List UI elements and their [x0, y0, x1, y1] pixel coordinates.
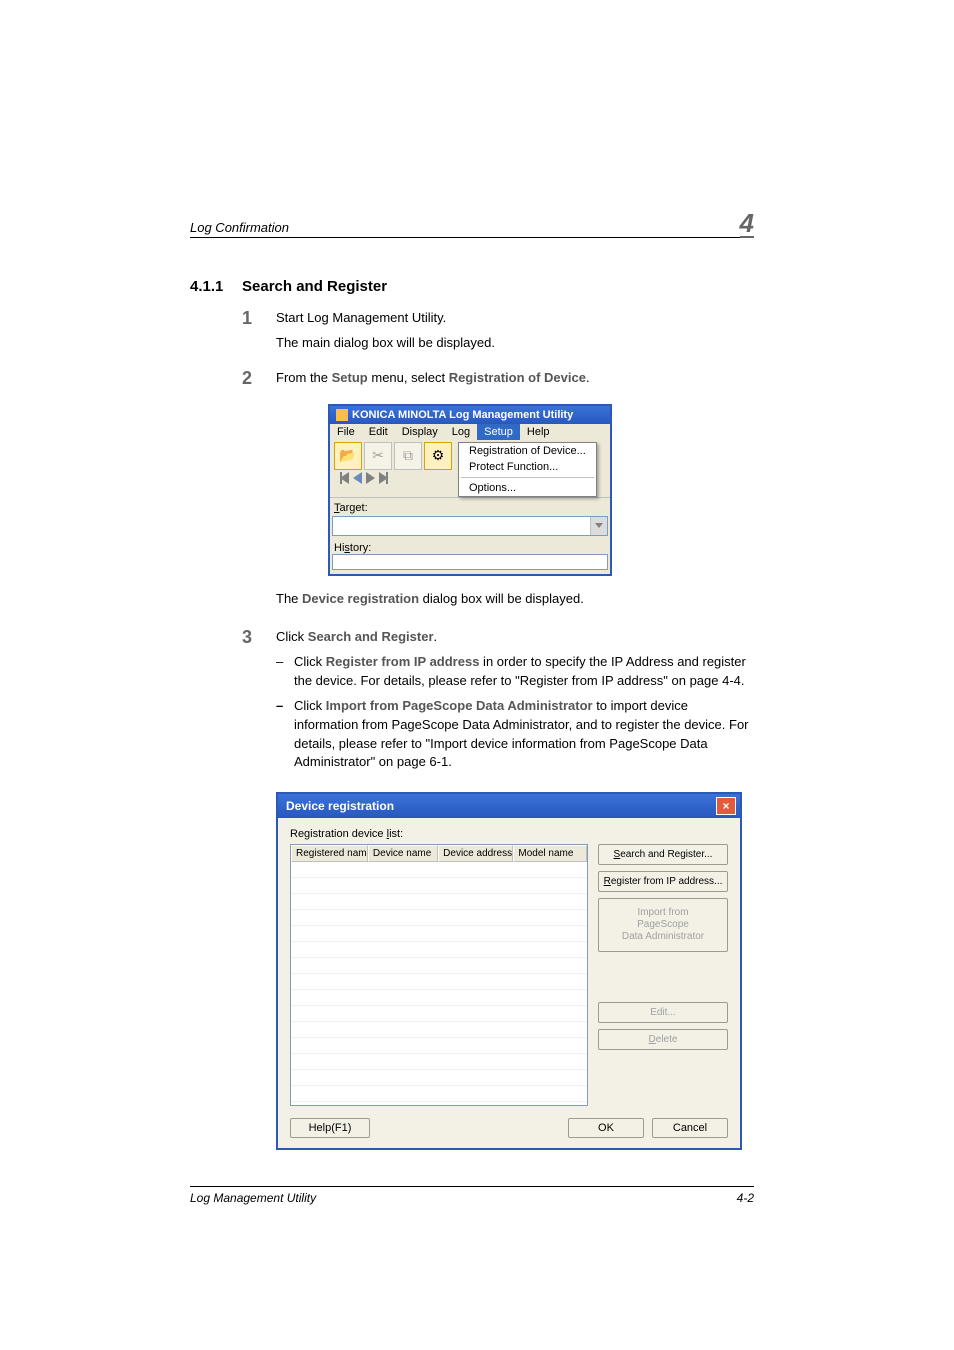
- step-number: 2: [242, 369, 276, 394]
- table-row[interactable]: [291, 894, 587, 910]
- menu-edit[interactable]: Edit: [362, 424, 395, 440]
- table-row[interactable]: [291, 926, 587, 942]
- edit-button[interactable]: Edit...: [598, 1002, 728, 1023]
- table-row[interactable]: [291, 958, 587, 974]
- figure-device-registration: Device registration × Registration devic…: [276, 792, 754, 1150]
- device-registration-dialog: Device registration × Registration devic…: [276, 792, 742, 1150]
- menu-separator: [461, 477, 594, 478]
- table-row[interactable]: [291, 878, 587, 894]
- chapter-number: 4: [740, 210, 754, 238]
- step-3-bullet-1: – Click Register from IP address in orde…: [276, 653, 754, 691]
- step-1-line-1: Start Log Management Utility.: [276, 309, 754, 328]
- history-field[interactable]: [332, 554, 608, 570]
- table-row[interactable]: [291, 942, 587, 958]
- step-2: 2 From the Setup menu, select Registrati…: [242, 369, 754, 394]
- table-row[interactable]: [291, 1102, 587, 1106]
- menu-item-registration[interactable]: Registration of Device...: [459, 443, 596, 459]
- col-registered-name[interactable]: Registered name: [291, 845, 368, 862]
- toolbar-open-icon[interactable]: 📂: [334, 442, 362, 470]
- device-listview[interactable]: Registered name Device name Device addre…: [290, 844, 588, 1106]
- menu-bar: File Edit Display Log Setup Help: [330, 424, 610, 440]
- footer-left: Log Management Utility: [190, 1191, 316, 1205]
- section-number: 4.1.1: [190, 278, 242, 295]
- step-2-result: The Device registration dialog box will …: [276, 590, 754, 609]
- table-row[interactable]: [291, 974, 587, 990]
- nav-toolbar: [334, 470, 452, 491]
- col-model-name[interactable]: Model name: [513, 845, 587, 862]
- target-label: Target:: [332, 502, 608, 514]
- window-titlebar: KONICA MINOLTA Log Management Utility: [330, 406, 610, 424]
- app-icon: [336, 409, 348, 421]
- table-row[interactable]: [291, 1022, 587, 1038]
- footer-right: 4-2: [737, 1191, 754, 1205]
- history-label: History:: [332, 542, 608, 554]
- menu-item-protect[interactable]: Protect Function...: [459, 459, 596, 475]
- running-header: Log Confirmation 4: [190, 210, 754, 238]
- register-from-ip-button[interactable]: Register from IP address...: [598, 871, 728, 892]
- table-row[interactable]: [291, 862, 587, 878]
- menu-setup[interactable]: Setup: [477, 424, 520, 440]
- cancel-button[interactable]: Cancel: [652, 1118, 728, 1138]
- nav-prev-icon[interactable]: [353, 472, 362, 484]
- toolbar-copy-icon[interactable]: ⧉: [394, 442, 422, 470]
- search-and-register-button[interactable]: Search and Register...: [598, 844, 728, 865]
- menu-file[interactable]: File: [330, 424, 362, 440]
- form-area: Target: History:: [330, 497, 610, 574]
- menu-log[interactable]: Log: [445, 424, 477, 440]
- col-device-address[interactable]: Device address: [438, 845, 513, 862]
- step-number: 3: [242, 628, 276, 778]
- app-window: KONICA MINOLTA Log Management Utility Fi…: [328, 404, 612, 576]
- nav-next-icon[interactable]: [366, 472, 375, 484]
- step-1: 1 Start Log Management Utility. The main…: [242, 309, 754, 359]
- help-button[interactable]: Help(F1): [290, 1118, 370, 1138]
- table-row[interactable]: [291, 1038, 587, 1054]
- ok-button[interactable]: OK: [568, 1118, 644, 1138]
- step-2-after: The Device registration dialog box will …: [276, 590, 754, 615]
- figure-setup-menu: KONICA MINOLTA Log Management Utility Fi…: [328, 404, 754, 576]
- running-title: Log Confirmation: [190, 220, 289, 235]
- table-row[interactable]: [291, 1086, 587, 1102]
- nav-last-icon[interactable]: [379, 472, 388, 487]
- dialog-title: Device registration: [286, 799, 394, 813]
- page-footer: Log Management Utility 4-2: [190, 1186, 754, 1205]
- window-title: KONICA MINOLTA Log Management Utility: [352, 409, 573, 421]
- menu-item-options[interactable]: Options...: [459, 480, 596, 496]
- toolbar-delete-icon[interactable]: ✂: [364, 442, 392, 470]
- menu-help[interactable]: Help: [520, 424, 557, 440]
- step-2-text: From the Setup menu, select Registration…: [276, 369, 754, 388]
- target-combo[interactable]: [332, 516, 608, 536]
- dialog-titlebar: Device registration ×: [278, 794, 740, 818]
- dialog-footer: Help(F1) OK Cancel: [290, 1118, 728, 1138]
- listview-rows: [291, 862, 587, 1106]
- listview-header: Registered name Device name Device addre…: [291, 845, 587, 862]
- col-device-name[interactable]: Device name: [368, 845, 438, 862]
- step-1-line-2: The main dialog box will be displayed.: [276, 334, 754, 353]
- toolbar: 📂 ✂ ⧉ ⚙: [334, 442, 452, 470]
- section-title: Search and Register: [242, 278, 387, 295]
- registration-list-label: Registration device list:: [290, 828, 728, 840]
- setup-dropdown-menu: Registration of Device... Protect Functi…: [458, 442, 597, 497]
- step-3: 3 Click Search and Register. – Click Reg…: [242, 628, 754, 778]
- table-row[interactable]: [291, 1006, 587, 1022]
- toolbar-settings-icon[interactable]: ⚙: [424, 442, 452, 470]
- nav-first-icon[interactable]: [340, 472, 349, 487]
- section-heading: 4.1.1Search and Register: [190, 278, 754, 295]
- delete-button[interactable]: Delete: [598, 1029, 728, 1050]
- table-row[interactable]: [291, 910, 587, 926]
- close-icon[interactable]: ×: [716, 797, 736, 815]
- table-row[interactable]: [291, 1054, 587, 1070]
- chevron-down-icon[interactable]: [590, 517, 607, 535]
- table-row[interactable]: [291, 990, 587, 1006]
- import-pagescope-button[interactable]: Import from PageScope Data Administrator: [598, 898, 728, 952]
- step-3-text: Click Search and Register.: [276, 628, 754, 647]
- step-3-bullet-2: – Click Import from PageScope Data Admin…: [276, 697, 754, 772]
- dialog-side-buttons: Search and Register... Register from IP …: [598, 844, 728, 1106]
- table-row[interactable]: [291, 1070, 587, 1086]
- step-number: 1: [242, 309, 276, 359]
- menu-display[interactable]: Display: [395, 424, 445, 440]
